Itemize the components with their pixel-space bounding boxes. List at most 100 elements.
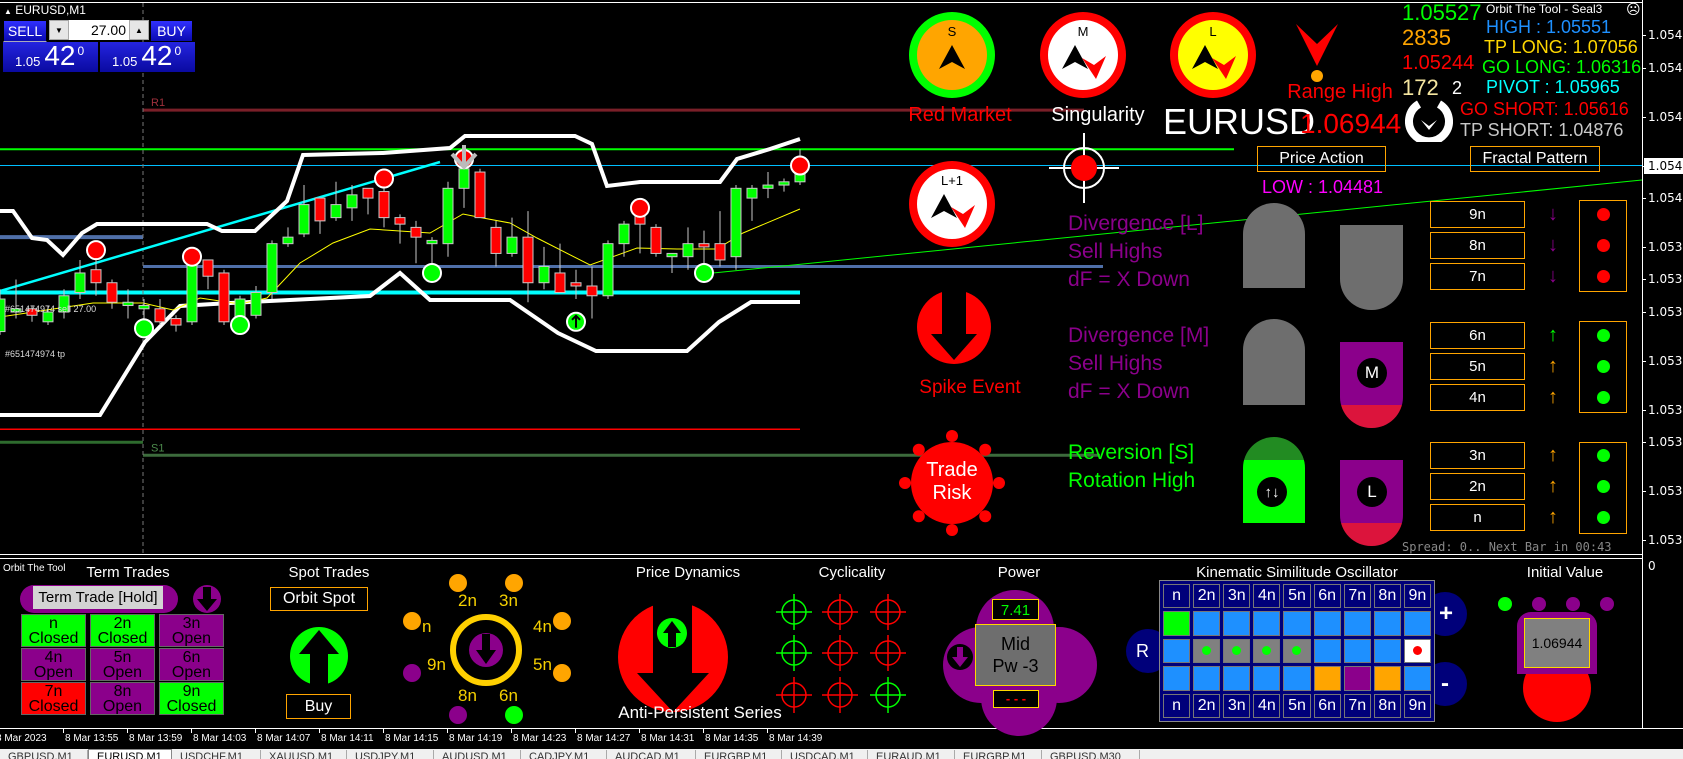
candle-bullish[interactable] [266,243,278,294]
kso-cell[interactable] [1253,666,1281,691]
candle-bullish[interactable] [730,187,742,258]
kso-cell[interactable] [1313,638,1341,664]
tab-audcad-m1[interactable]: AUDCAD,M1 [607,750,696,759]
term-trade-cell-7n[interactable]: 7n Closed [21,682,86,715]
candle-bullish[interactable] [682,243,694,258]
kso-cell[interactable] [1373,611,1401,636]
fractal-level-6n[interactable]: 6n [1430,322,1525,349]
candle-bearish[interactable] [314,197,326,222]
kso-cell[interactable] [1403,666,1431,691]
candle-bearish[interactable] [698,243,710,248]
price-chart[interactable]: R1 S1 [0,0,1642,728]
spot-buy-button[interactable]: Buy [286,694,351,719]
kso-cell[interactable] [1373,638,1401,664]
candle-bearish[interactable] [218,272,230,323]
kso-cell[interactable] [1343,611,1371,636]
tab-eurgbp-m1[interactable]: EURGBP,M1 [696,750,782,759]
candle-bullish[interactable] [122,301,134,307]
candle-bullish[interactable] [58,295,70,313]
candle-bearish[interactable] [570,282,582,287]
candle-bullish[interactable] [74,272,86,294]
candle-bullish[interactable] [330,204,342,219]
term-trade-cell-8n[interactable]: 8n Open [90,682,155,715]
kso-cell[interactable] [1283,666,1311,691]
lot-increase-button[interactable]: ▲ [129,20,149,40]
sell-signal-icon[interactable] [182,246,202,267]
buy-signal-icon[interactable] [694,262,714,283]
candle-bullish[interactable] [458,168,470,189]
candle-bullish[interactable] [0,298,6,333]
fractal-level-8n[interactable]: 8n [1430,232,1525,259]
term-trade-cell-n[interactable]: n Closed [21,614,86,647]
candle-bearish[interactable] [490,226,502,254]
tab-xauusd-m1[interactable]: XAUUSD,M1 [261,750,347,759]
candle-bullish[interactable] [138,305,150,310]
candle-bullish[interactable] [250,292,262,316]
candle-bullish[interactable] [42,311,54,323]
lot-size-input[interactable]: 27.00 [69,20,129,40]
kso-cell[interactable] [1223,611,1251,636]
fractal-level-5n[interactable]: 5n [1430,353,1525,380]
sell-button[interactable]: SELL [3,20,47,42]
term-trade-cell-9n[interactable]: 9n Closed [159,682,224,715]
tab-gbpusd-m1[interactable]: GBPUSD,M1 [0,750,88,759]
kso-cell[interactable] [1163,666,1191,691]
candle-bearish[interactable] [170,318,182,326]
kso-cell[interactable] [1283,611,1311,636]
kso-cell[interactable] [1253,611,1281,636]
fractal-pattern-button[interactable]: Fractal Pattern [1470,146,1600,172]
term-trade-cell-3n[interactable]: 3n Open [159,614,224,647]
candle-bearish[interactable] [522,236,534,284]
kso-cell[interactable] [1403,611,1431,636]
candle-bearish[interactable] [714,243,726,261]
fractal-level-7n[interactable]: 7n [1430,263,1525,290]
tab-usdchf-m1[interactable]: USDCHF,M1 [172,750,261,759]
candle-bullish[interactable] [746,187,758,199]
sell-signal-icon[interactable] [630,197,650,218]
kso-cell[interactable] [1373,666,1401,691]
kso-cell[interactable] [1253,638,1281,664]
candle-bullish[interactable] [666,252,678,258]
fractal-level-n[interactable]: n [1430,504,1525,531]
kso-cell[interactable] [1193,666,1221,691]
sell-price[interactable]: 1.05 42 0 [3,42,98,72]
candle-bearish[interactable] [474,171,486,219]
candle-bearish[interactable] [394,217,406,225]
orbit-spot-button[interactable]: Orbit Spot [270,587,368,611]
fractal-level-2n[interactable]: 2n [1430,473,1525,500]
kso-cell[interactable] [1193,611,1221,636]
fractal-level-3n[interactable]: 3n [1430,442,1525,469]
kso-cell[interactable] [1403,638,1431,664]
fractal-level-9n[interactable]: 9n [1430,201,1525,228]
candle-bearish[interactable] [378,191,390,219]
candle-bearish[interactable] [650,226,662,254]
candle-bullish[interactable] [346,194,358,209]
candle-bearish[interactable] [90,269,102,284]
kso-cell[interactable] [1283,638,1311,664]
kso-cell[interactable] [1313,611,1341,636]
kso-cell[interactable] [1223,638,1251,664]
kso-cell[interactable] [1343,666,1371,691]
term-trade-cell-6n[interactable]: 6n Open [159,648,224,681]
candle-bullish[interactable] [442,187,454,245]
lot-decrease-button[interactable]: ▼ [49,20,69,40]
candle-bearish[interactable] [202,259,214,277]
tab-usdcad-m1[interactable]: USDCAD,M1 [782,750,868,759]
candle-bullish[interactable] [426,239,438,245]
buy-button[interactable]: BUY [150,20,193,42]
candle-bullish[interactable] [10,308,22,313]
subwindow-separator[interactable] [0,554,1642,559]
buy-price[interactable]: 1.05 42 0 [100,42,195,72]
fractal-level-4n[interactable]: 4n [1430,384,1525,411]
sell-signal-icon[interactable] [790,155,810,176]
candle-bullish[interactable] [538,265,550,284]
candle-bearish[interactable] [362,187,374,199]
candle-bullish[interactable] [186,262,198,323]
candle-bullish[interactable] [778,181,790,186]
term-trade-hold-button[interactable]: Term Trade [Hold] [33,586,163,609]
tab-audusd-m1[interactable]: AUDUSD,M1 [434,750,521,759]
buy-signal-icon[interactable] [422,262,442,283]
tab-gbpusd-m30[interactable]: GBPUSD,M30 [1042,750,1140,759]
tab-eurgbp-m1[interactable]: EURGBP,M1 [955,750,1042,759]
candle-bullish[interactable] [298,204,310,235]
